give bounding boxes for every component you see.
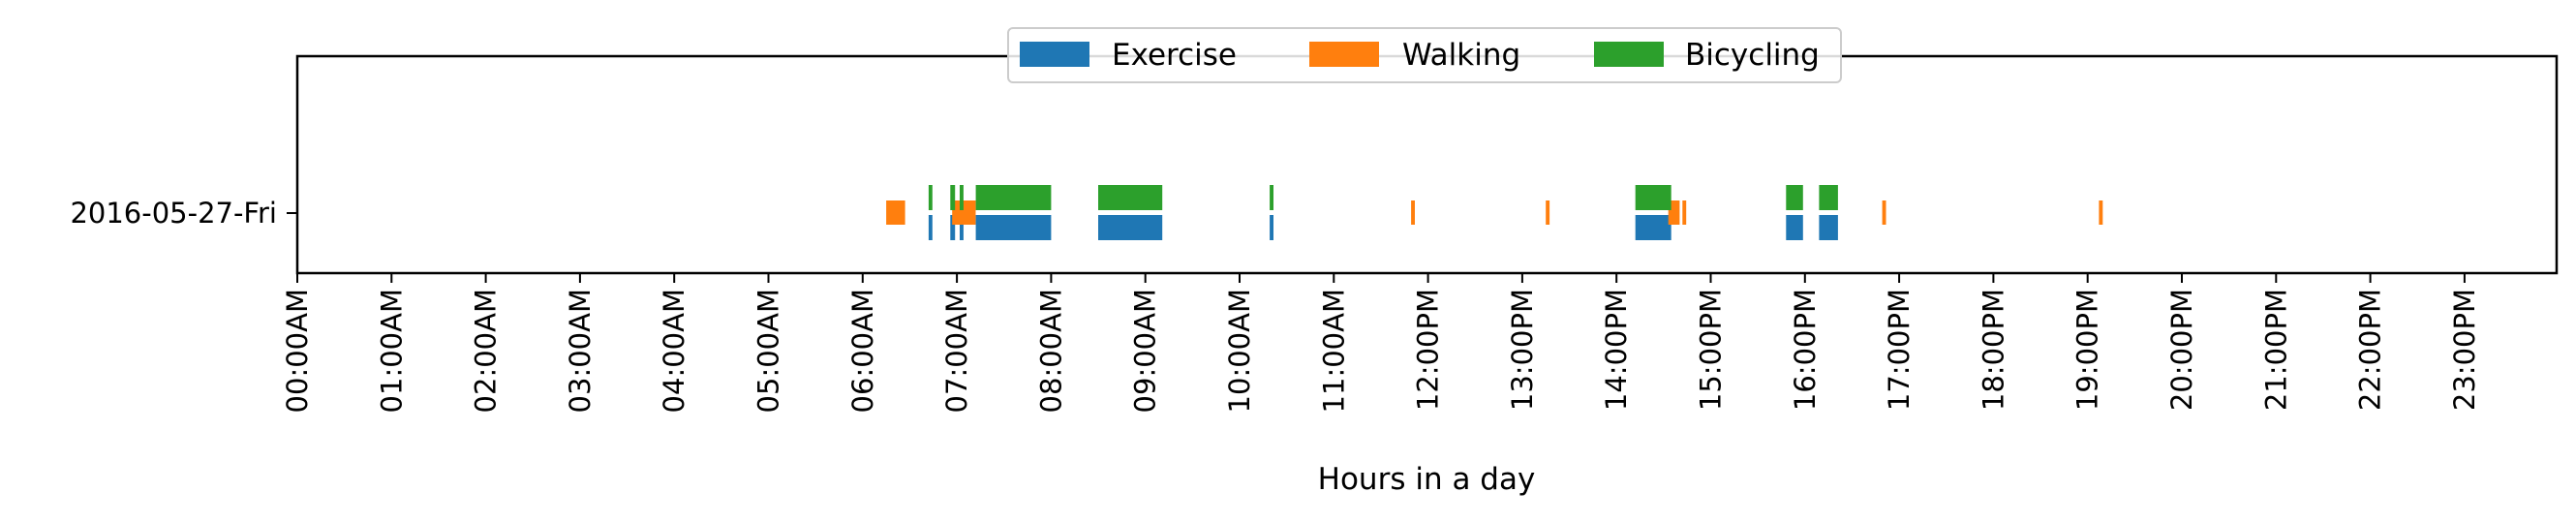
x-tick-label: 16:00PM — [1789, 289, 1822, 411]
legend-label-walking: Walking — [1402, 38, 1520, 73]
bicycling-bar — [1270, 185, 1273, 210]
bicycling-bar — [1635, 185, 1671, 210]
x-tick-label: 11:00AM — [1317, 289, 1350, 413]
x-tick-label: 12:00PM — [1412, 289, 1445, 411]
plot-frame — [295, 54, 2559, 275]
bicycling-bar — [1819, 185, 1838, 210]
x-tick-label: 18:00PM — [1977, 289, 2009, 411]
walking-bar — [886, 200, 905, 225]
x-tick-label: 08:00AM — [1034, 289, 1067, 413]
x-tick-label: 03:00AM — [564, 289, 597, 413]
exercise-bar — [975, 215, 980, 240]
y-tick-label: 2016-05-27-Fri — [70, 197, 277, 230]
x-tick-label: 21:00PM — [2259, 289, 2292, 411]
x-tick-label: 10:00AM — [1223, 289, 1256, 413]
bicycling-bar — [1098, 185, 1163, 210]
x-tick-label: 19:00PM — [2071, 289, 2104, 411]
x-tick-label: 17:00PM — [1883, 289, 1916, 411]
bicycling-bar — [1786, 185, 1803, 210]
x-axis: 00:00AM 01:00AM 02:00AM 03:00AM 04:00AM 05:00… — [281, 273, 2481, 413]
exercise-bar — [1270, 215, 1273, 240]
exercise-bar — [960, 215, 964, 240]
walking-bar — [2099, 200, 2103, 225]
walking-bar — [1546, 200, 1550, 225]
x-tick-label: 05:00AM — [752, 289, 785, 413]
legend-swatch-bicycling — [1594, 42, 1664, 67]
x-tick-label: 02:00AM — [470, 289, 503, 413]
x-tick-label: 09:00AM — [1129, 289, 1162, 413]
x-tick-label: 01:00AM — [375, 289, 408, 413]
activity-bars — [886, 185, 2103, 240]
bicycling-bar — [928, 185, 933, 210]
walking-bar — [952, 200, 976, 225]
legend-label-bicycling: Bicycling — [1685, 38, 1820, 73]
x-tick-label: 15:00PM — [1695, 289, 1728, 411]
x-tick-label: 06:00AM — [846, 289, 879, 413]
exercise-bar — [928, 215, 933, 240]
bicycling-bar — [960, 185, 964, 210]
exercise-bar — [1819, 215, 1838, 240]
walking-bar — [1882, 200, 1886, 225]
x-tick-label: 23:00PM — [2448, 289, 2481, 411]
x-axis-title: Hours in a day — [1318, 462, 1536, 497]
x-tick-label: 00:00AM — [281, 289, 314, 413]
x-tick-label: 07:00AM — [940, 289, 973, 413]
x-tick-label: 22:00PM — [2354, 289, 2387, 411]
exercise-bar — [979, 215, 1052, 240]
bicycling-bar — [950, 185, 956, 210]
walking-bar — [1411, 200, 1415, 225]
walking-bar — [1682, 200, 1687, 225]
x-tick-label: 04:00AM — [658, 289, 690, 413]
legend-swatch-walking — [1309, 42, 1379, 67]
legend-swatch-exercise — [1020, 42, 1089, 67]
x-tick-label: 13:00PM — [1506, 289, 1539, 411]
exercise-bar — [1635, 215, 1671, 240]
x-tick-label: 14:00PM — [1600, 289, 1633, 411]
legend-label-exercise: Exercise — [1112, 38, 1237, 73]
exercise-bar — [950, 215, 956, 240]
exercise-bar — [1098, 215, 1163, 240]
bicycling-bar — [979, 185, 1052, 210]
legend: Exercise Walking Bicycling — [1007, 27, 1842, 83]
y-axis: 2016-05-27-Fri — [70, 197, 297, 230]
walking-bar — [1668, 200, 1680, 225]
x-tick-label: 20:00PM — [2165, 289, 2198, 411]
exercise-bar — [1786, 215, 1803, 240]
bicycling-bar — [975, 185, 980, 210]
